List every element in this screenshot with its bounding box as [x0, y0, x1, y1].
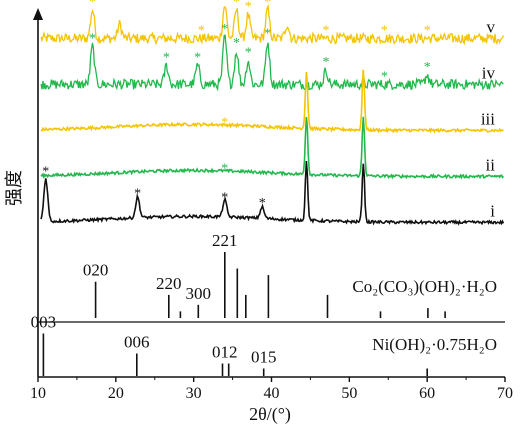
peak-marker: * [381, 23, 388, 38]
peak-marker: * [245, 0, 252, 15]
peak-marker: * [134, 187, 141, 202]
peak-marker: * [323, 23, 330, 38]
x-tick-label: 40 [264, 385, 280, 402]
peak-marker: * [163, 50, 170, 65]
peak-marker: * [221, 22, 228, 37]
peak-marker: * [198, 23, 205, 38]
x-axis-label: 2θ/(°) [249, 404, 291, 425]
peak-marker: * [233, 0, 240, 10]
series-label-v: v [487, 17, 496, 36]
axes: 10 20 30 40 50 60 70 [30, 8, 513, 402]
reference-hkl-label: 012 [212, 343, 238, 362]
peak-marker: * [89, 31, 96, 46]
peak-marker: * [221, 0, 228, 5]
reference-hkl-label: 300 [186, 284, 212, 303]
y-axis-arrow [33, 8, 43, 20]
xrd-curves [40, 3, 505, 226]
peak-marker: * [89, 0, 96, 10]
series-label-iii: iii [481, 109, 495, 128]
reference-hkl-label: 020 [83, 261, 109, 280]
reference-hkl-label: 015 [251, 348, 277, 367]
peak-marker: * [424, 60, 431, 75]
series-label-i: i [490, 201, 495, 220]
series-label-iv: iv [482, 63, 496, 82]
reference-name: Ni(OH)₂·0.75H₂O [372, 335, 497, 354]
peak-marker: * [259, 196, 266, 211]
x-tick-label: 50 [341, 385, 357, 402]
peak-marker: * [381, 69, 388, 84]
x-tick-label: 10 [30, 385, 46, 402]
series-curve-iv [40, 34, 504, 92]
peak-marker: * [221, 161, 228, 176]
peak-marker: * [264, 0, 271, 10]
series-curve-v [40, 3, 505, 46]
reference-hkl-label: 220 [156, 274, 182, 293]
series-curve-ii [40, 116, 504, 180]
peak-marker: * [221, 190, 228, 205]
peak-markers: * * * * * * * * * * * * * * * * * * * * * * * * * [42, 0, 430, 211]
x-tick-label: 30 [186, 385, 202, 402]
series-label-ii: ii [486, 155, 496, 174]
x-tick-label: 60 [419, 385, 435, 402]
reference-name: Co₂(CO₃)(OH)₂·H₂O [352, 277, 497, 296]
peak-marker: * [194, 50, 201, 65]
y-axis-label: 强度 [4, 170, 24, 206]
peak-marker: * [42, 165, 49, 180]
peak-marker: * [233, 36, 240, 51]
peak-marker: * [264, 27, 271, 42]
series-curve-i [40, 161, 505, 226]
peak-marker: * [323, 55, 330, 70]
series-curve-iii [40, 69, 504, 134]
peak-marker: * [245, 46, 252, 61]
reference-hkl-label: 006 [124, 333, 150, 352]
x-tick-label: 70 [497, 385, 513, 402]
x-tick-label: 20 [108, 385, 124, 402]
reference-hkl-label: 221 [212, 231, 238, 250]
peak-marker: * [221, 115, 228, 130]
peak-marker: * [424, 23, 431, 38]
